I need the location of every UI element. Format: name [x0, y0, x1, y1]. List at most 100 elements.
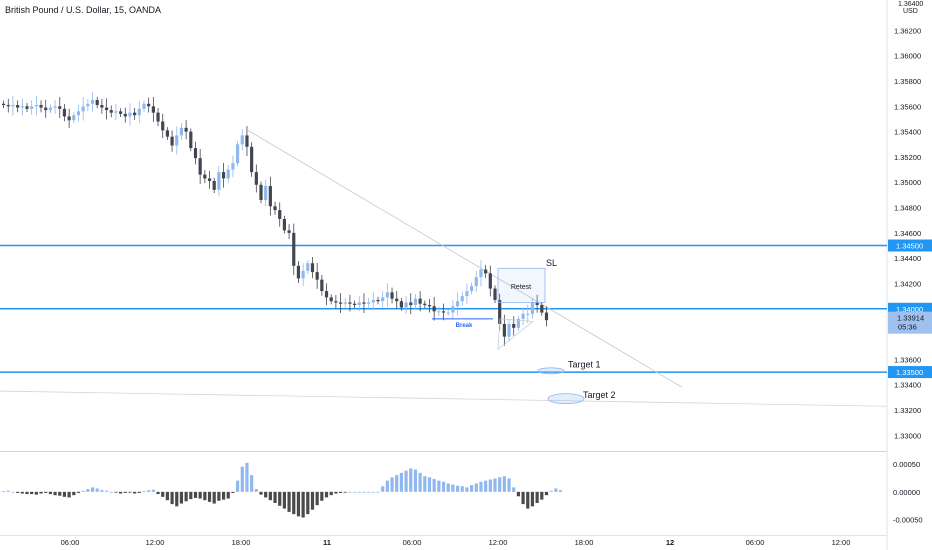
- price-tick-label: 1.34200: [894, 279, 921, 288]
- candle-body: [423, 303, 427, 305]
- candle-body: [320, 279, 324, 292]
- candle-body: [165, 130, 169, 137]
- candle-body: [292, 232, 296, 266]
- candle-body: [516, 318, 520, 328]
- candle-body: [231, 163, 235, 170]
- oscillator-bar: [189, 491, 193, 500]
- oscillator-bar: [451, 484, 455, 492]
- candle-body: [226, 169, 230, 179]
- oscillator-bar: [100, 490, 104, 492]
- candle-body: [390, 292, 394, 299]
- candle-body: [343, 302, 347, 304]
- oscillator-bar: [193, 491, 198, 498]
- oscillator-bar: [441, 481, 446, 492]
- oscillator-bar: [203, 491, 207, 501]
- projection-line: [0, 390, 888, 407]
- oscillator-bar: [128, 491, 132, 493]
- oscillator-bar: [479, 481, 483, 492]
- candle-body: [44, 107, 48, 111]
- candle-body: [278, 210, 282, 219]
- trend-line: [247, 130, 683, 388]
- candle-body: [306, 263, 310, 271]
- candle-body: [268, 186, 272, 207]
- candle-body: [250, 146, 254, 173]
- target-1-label: Target 1: [568, 360, 601, 370]
- time-tick-label: 06:00: [403, 538, 422, 547]
- oscillator-bar: [381, 486, 385, 492]
- oscillator-bar: [498, 477, 502, 492]
- oscillator-bar: [221, 491, 226, 500]
- candle-body: [221, 172, 226, 179]
- candle-body: [474, 277, 478, 287]
- candle-body: [147, 103, 151, 107]
- oscillator-bar: [109, 491, 113, 493]
- price-tick-label: 1.35200: [894, 153, 921, 162]
- oscillator-bar: [11, 491, 15, 493]
- oscillator-bar: [268, 491, 272, 501]
- oscillator-bar: [240, 466, 244, 492]
- oscillator-bar: [455, 485, 460, 492]
- price-tick-label: 1.34800: [894, 204, 921, 213]
- candle-body: [427, 304, 432, 307]
- candle-body: [381, 297, 385, 302]
- candle-body: [507, 323, 511, 337]
- candle-body: [114, 111, 118, 113]
- oscillator-bar: [526, 491, 530, 509]
- oscillator-bar: [367, 491, 371, 493]
- oscillator-bar: [123, 491, 127, 493]
- candle-body: [67, 116, 71, 121]
- oscillator-bar: [48, 491, 52, 495]
- candle-body: [446, 312, 450, 314]
- candle-body: [282, 218, 286, 231]
- oscillator-bar: [90, 487, 95, 492]
- candle-body: [395, 298, 399, 302]
- time-tick-label: 12:00: [489, 538, 508, 547]
- candle-body: [207, 178, 212, 181]
- oscillator-bar: [254, 489, 258, 492]
- candle-body: [353, 303, 357, 305]
- oscillator-bar: [142, 491, 146, 493]
- candle-body: [137, 108, 141, 116]
- candle-body: [133, 112, 137, 116]
- candle-body: [34, 105, 38, 107]
- oscillator-bar: [250, 475, 254, 492]
- candle-body: [72, 115, 76, 121]
- candle-body: [418, 298, 422, 304]
- candle-body: [310, 263, 315, 273]
- time-tick-label: 12:00: [832, 538, 851, 547]
- oscillator-bar: [2, 491, 6, 493]
- candle-body: [413, 298, 418, 305]
- candle-body: [498, 299, 502, 324]
- oscillator-bar: [390, 477, 394, 492]
- oscillator-bar: [231, 491, 235, 493]
- oscillator-bar: [278, 491, 282, 506]
- oscillator-bar: [418, 472, 422, 492]
- candle-body: [254, 172, 258, 185]
- candle-body: [184, 127, 188, 132]
- oscillator-bar: [198, 491, 202, 499]
- candle-body: [376, 299, 380, 302]
- candle-body: [338, 302, 343, 304]
- candle-body: [95, 99, 99, 106]
- oscillator-bar: [156, 491, 160, 495]
- candle-body: [156, 112, 160, 122]
- price-tick-label: 1.35600: [894, 102, 921, 111]
- oscillator-bar: [161, 491, 165, 497]
- candle-body: [212, 180, 216, 190]
- candle-body: [76, 111, 81, 116]
- oscillator-bar: [357, 491, 361, 493]
- countdown-label: 05:36: [898, 323, 917, 332]
- candle-body: [16, 105, 20, 108]
- oscillator-bar: [296, 491, 301, 517]
- price-tick-label: 1.33000: [894, 431, 921, 440]
- oscillator-bar: [264, 491, 268, 498]
- price-tick-label: 1.36400: [898, 1, 923, 8]
- oscillator-bar: [16, 491, 20, 493]
- level-price-tag: [888, 239, 932, 252]
- oscillator-bar: [179, 491, 184, 504]
- candle-body: [296, 265, 301, 279]
- candle-body: [25, 106, 29, 109]
- candle-body: [465, 291, 469, 297]
- oscillator-bar: [474, 483, 478, 492]
